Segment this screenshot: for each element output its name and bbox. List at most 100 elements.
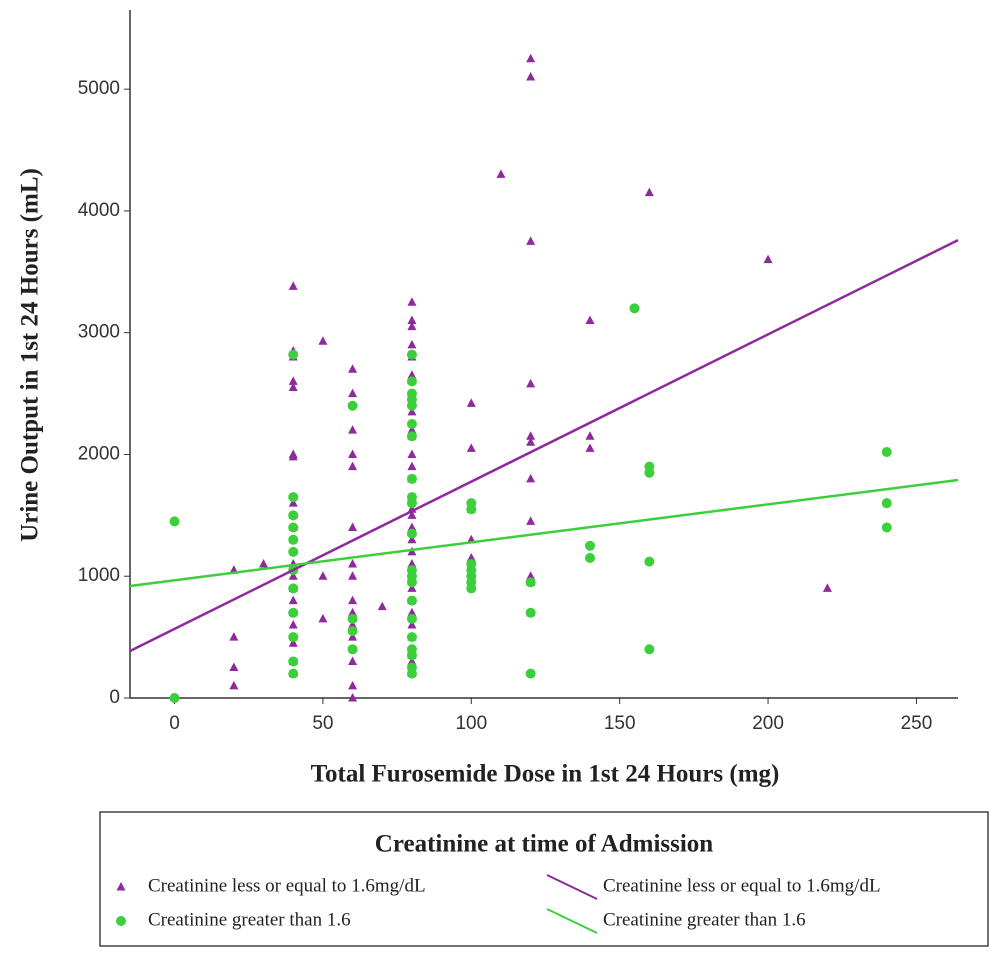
data-point <box>407 339 417 349</box>
data-point <box>525 577 536 588</box>
data-point <box>406 595 417 606</box>
data-point <box>348 656 358 665</box>
data-point <box>526 53 536 63</box>
data-point <box>229 680 239 690</box>
data-point <box>466 398 476 407</box>
legend-marker <box>116 882 126 891</box>
legend-label: Creatinine greater than 1.6 <box>603 909 806 930</box>
legend-title: Creatinine at time of Admission <box>375 831 714 858</box>
data-point <box>318 613 328 623</box>
data-point <box>348 680 358 690</box>
data-point <box>288 619 298 629</box>
data-point <box>407 461 417 471</box>
data-point <box>288 382 298 391</box>
data-point <box>407 656 417 665</box>
data-point <box>526 378 536 388</box>
y-tick-label: 4000 <box>78 200 120 221</box>
data-point <box>288 546 299 557</box>
data-point <box>644 644 655 655</box>
y-tick-label: 3000 <box>78 322 120 343</box>
data-point <box>526 473 536 483</box>
data-point <box>881 447 892 458</box>
data-point <box>259 559 269 568</box>
data-point <box>406 632 417 643</box>
data-point <box>348 461 358 471</box>
data-point <box>407 607 417 617</box>
data-point <box>466 443 476 452</box>
data-point <box>407 297 417 306</box>
data-point <box>288 607 299 618</box>
data-point <box>466 552 476 562</box>
data-point <box>629 303 640 314</box>
data-point <box>406 419 417 430</box>
data-point <box>288 451 298 461</box>
data-point <box>169 516 180 527</box>
data-point <box>348 619 358 629</box>
data-point <box>525 668 536 679</box>
data-point <box>881 522 892 533</box>
y-tick-label: 5000 <box>78 78 120 99</box>
data-point <box>348 632 358 641</box>
data-point <box>169 693 180 703</box>
data-point <box>585 552 595 563</box>
data-point <box>348 559 358 568</box>
data-point <box>348 693 358 702</box>
data-point <box>526 71 536 81</box>
y-tick-label: 1000 <box>78 565 120 586</box>
fit-line <box>129 239 959 653</box>
x-tick-label: 100 <box>455 713 487 734</box>
x-tick-label: 150 <box>604 713 636 734</box>
data-point <box>407 315 417 325</box>
data-point <box>348 388 358 398</box>
data-point <box>377 601 387 611</box>
legend-label: Creatinine greater than 1.6 <box>148 909 351 930</box>
data-point <box>496 169 506 178</box>
data-point <box>526 437 536 446</box>
data-point <box>288 498 298 507</box>
data-point <box>407 370 417 379</box>
data-point <box>406 349 417 360</box>
data-point <box>288 571 298 580</box>
data-point <box>288 281 298 290</box>
data-point <box>348 571 358 580</box>
legend-marker <box>116 916 126 926</box>
data-point <box>881 498 892 509</box>
data-point <box>347 626 358 637</box>
x-tick-label: 250 <box>901 713 933 734</box>
data-point <box>288 510 299 521</box>
data-point <box>406 577 417 588</box>
data-point <box>644 187 654 197</box>
data-point <box>347 644 358 655</box>
data-point <box>229 662 239 672</box>
data-point <box>644 467 655 478</box>
data-point <box>288 668 299 679</box>
x-axis-label: Total Furosemide Dose in 1st 24 Hours (m… <box>311 761 780 788</box>
data-point <box>407 619 417 629</box>
data-point <box>348 522 358 532</box>
y-axis-label: Urine Output in 1st 24 Hours (mL) <box>17 168 44 542</box>
legend-label: Creatinine less or equal to 1.6mg/dL <box>603 875 881 896</box>
data-point <box>406 498 417 509</box>
legend-line <box>546 874 598 900</box>
data-point <box>406 650 417 661</box>
data-point <box>347 613 358 624</box>
data-point <box>348 595 358 605</box>
data-point <box>407 510 417 519</box>
data-point <box>348 425 358 434</box>
data-point <box>526 571 536 580</box>
data-point <box>406 473 417 484</box>
data-point <box>585 315 595 325</box>
data-point <box>406 376 417 387</box>
data-point <box>318 571 328 580</box>
x-tick-label: 50 <box>312 713 333 734</box>
data-point <box>585 540 595 551</box>
data-point <box>288 583 299 594</box>
data-point <box>288 349 299 360</box>
data-point <box>526 516 536 525</box>
data-point <box>288 492 299 503</box>
x-tick-label: 0 <box>169 713 180 734</box>
data-point <box>406 528 417 539</box>
data-point <box>288 595 298 605</box>
data-point <box>406 400 417 411</box>
data-point <box>526 236 536 245</box>
